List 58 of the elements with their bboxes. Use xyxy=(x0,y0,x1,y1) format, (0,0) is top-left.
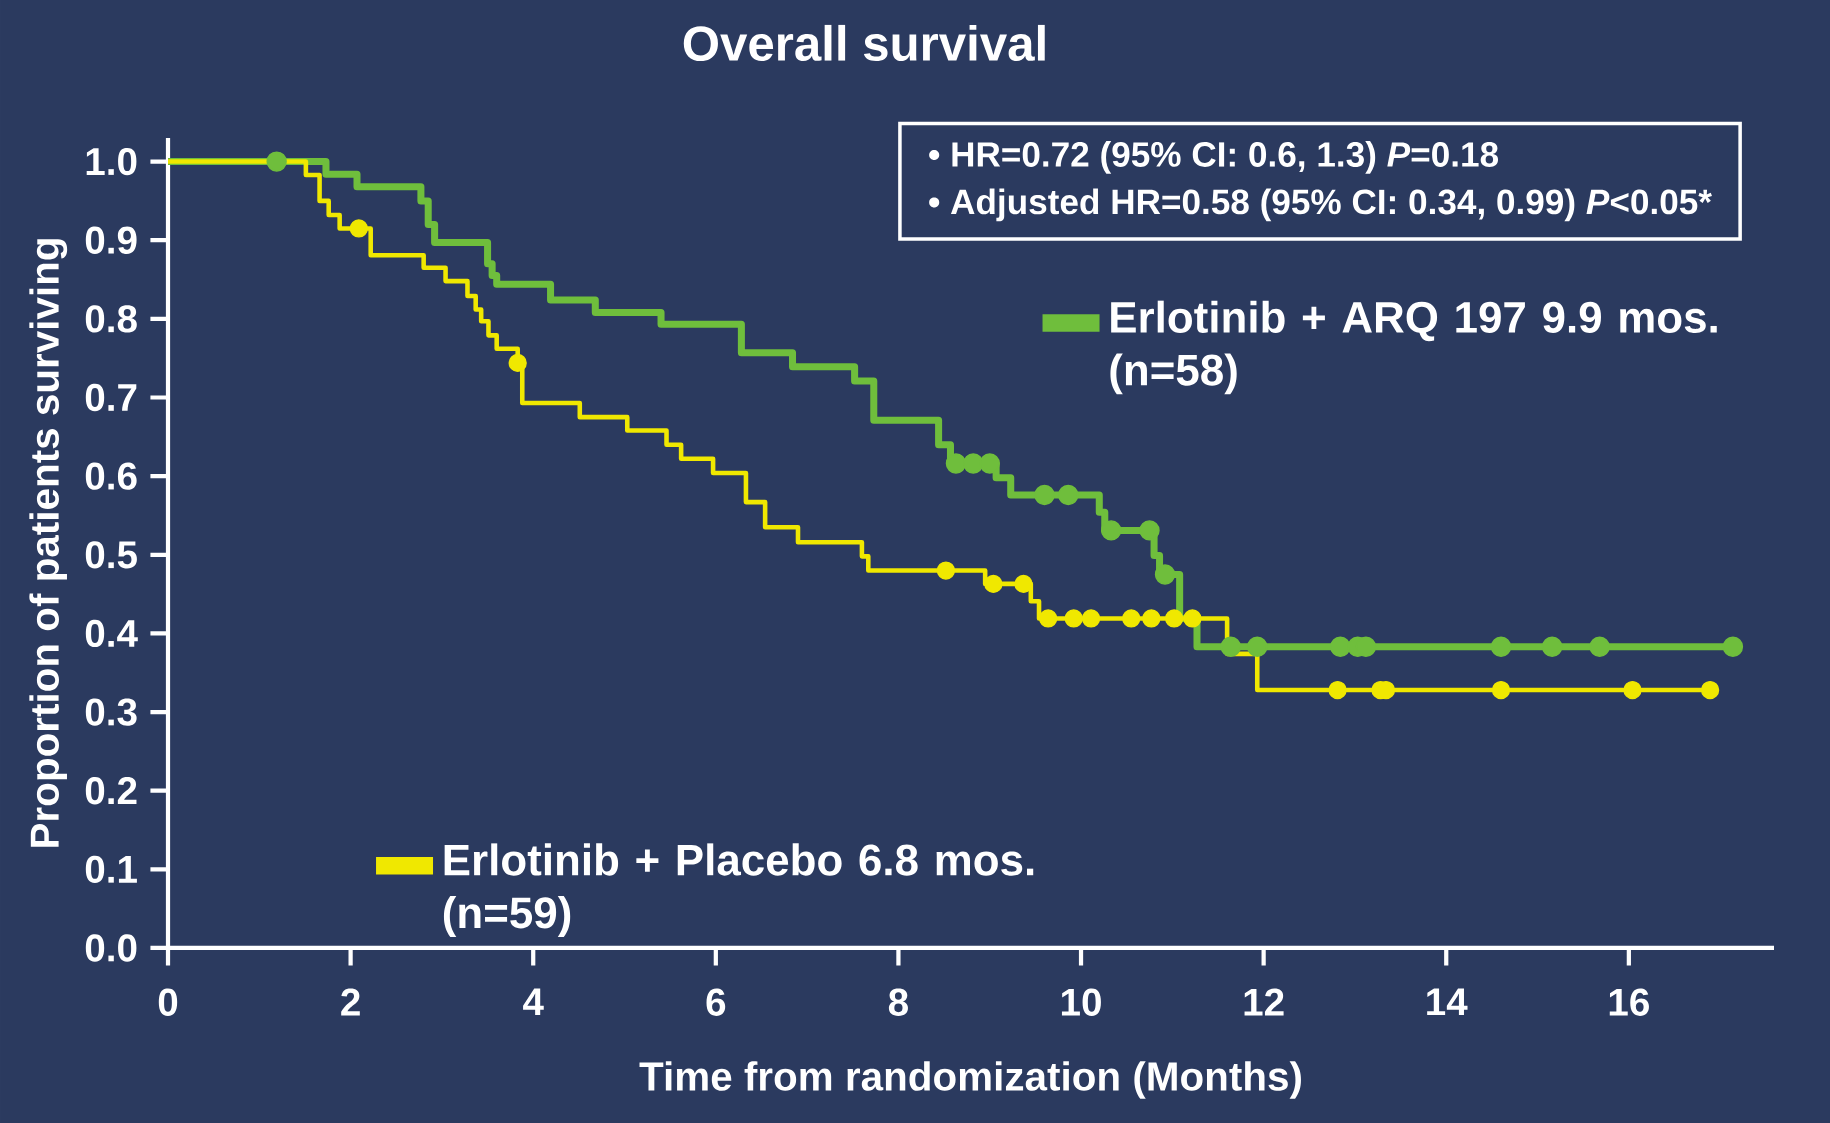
point xyxy=(1122,609,1141,628)
point xyxy=(349,219,368,238)
legend-label: Erlotinib + Placebo 6.8 mos. (n=59) xyxy=(443,843,1034,938)
y-tick-label: 0.5 xyxy=(85,541,137,569)
point xyxy=(1220,636,1241,657)
x-tick-label: 14 xyxy=(1427,988,1468,1016)
point xyxy=(1722,636,1744,657)
y-tick-label: 0.9 xyxy=(85,226,137,254)
point xyxy=(1589,636,1610,657)
point xyxy=(945,453,967,474)
point xyxy=(1165,609,1184,628)
point xyxy=(1034,484,1055,506)
point xyxy=(1058,484,1079,506)
chart-title: Overall survival xyxy=(683,24,1045,62)
point xyxy=(1064,609,1083,628)
legend-label: Erlotinib + ARQ 197 9.9 mos. (n=58) xyxy=(1110,300,1717,395)
y-tick-label: 0.8 xyxy=(85,305,137,333)
point xyxy=(1490,636,1512,657)
point xyxy=(1491,680,1511,700)
point xyxy=(1541,636,1563,657)
point xyxy=(1623,680,1642,700)
y-tick-label: 0.2 xyxy=(85,777,137,805)
point xyxy=(1100,520,1122,541)
point xyxy=(1142,609,1161,628)
x-tick-label: 4 xyxy=(523,988,544,1016)
x-tick-label: 16 xyxy=(1609,988,1649,1016)
point xyxy=(508,353,527,373)
point xyxy=(1247,636,1268,657)
point xyxy=(266,151,287,172)
y-tick-label: 0.7 xyxy=(85,383,137,412)
point xyxy=(1183,609,1202,628)
y-tick-label: 0.0 xyxy=(85,934,137,962)
y-tick-label: 0.4 xyxy=(85,619,138,648)
y-tick-label: 1.0 xyxy=(86,147,137,176)
x-tick-label: 10 xyxy=(1061,988,1101,1016)
y-tick-label: 0.1 xyxy=(85,855,137,884)
annotation: • HR=0.72 (95% CI: 0.6, 1.3) P=0.18 xyxy=(929,141,1499,174)
point xyxy=(936,561,956,580)
point xyxy=(1081,609,1101,628)
x-tick-label: 0 xyxy=(158,988,178,1016)
annotation: • Adjusted HR=0.58 (95% CI: 0.34, 0.99) P<0.05* xyxy=(929,188,1712,222)
y-tick-label: 0.3 xyxy=(85,698,137,726)
point xyxy=(984,574,1003,594)
point xyxy=(979,453,1000,474)
x-axis-title: Time from randomization (Months) xyxy=(639,1061,1301,1099)
x-tick-label: 2 xyxy=(341,988,360,1016)
x-tick-label: 8 xyxy=(888,988,908,1016)
y-tick-label: 0.6 xyxy=(85,462,137,490)
point xyxy=(1700,680,1720,700)
point xyxy=(1328,680,1347,700)
point xyxy=(1330,636,1351,657)
point xyxy=(1039,609,1058,628)
point xyxy=(1154,564,1176,585)
point xyxy=(1014,574,1033,594)
x-tick-label: 6 xyxy=(706,988,726,1016)
point xyxy=(1139,520,1160,541)
y-axis-title: Proportion of patients surviving xyxy=(29,239,68,847)
x-tick-label: 12 xyxy=(1244,988,1284,1016)
